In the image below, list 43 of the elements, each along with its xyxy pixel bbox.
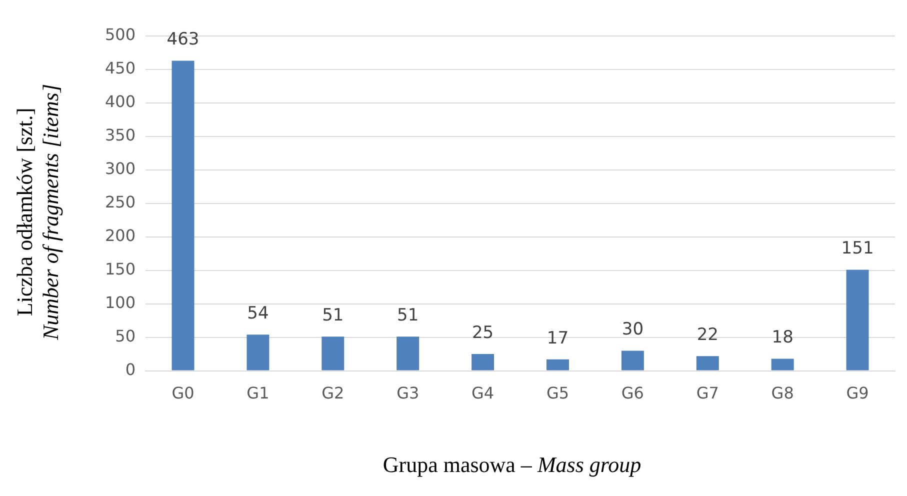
- y-axis-title: Liczba odłamków [szt.] Number of fragments [items]: [12, 84, 64, 340]
- y-tick-label: 100: [104, 292, 136, 312]
- y-tick-label: 250: [104, 192, 136, 212]
- x-tick-label: G4: [472, 384, 494, 403]
- bar: [172, 60, 194, 370]
- bar: [846, 270, 869, 370]
- x-tick-label: G5: [546, 384, 570, 403]
- data-label: 18: [772, 328, 794, 348]
- bar: [322, 336, 344, 370]
- y-tick-label: 200: [104, 226, 136, 246]
- x-tick-label: G0: [172, 384, 194, 403]
- x-tick-label: G1: [246, 384, 270, 403]
- x-tick-label: G8: [771, 384, 794, 403]
- bar: [771, 358, 794, 370]
- y-tick-label: 450: [104, 58, 136, 78]
- bar: [546, 359, 569, 370]
- bar: [472, 354, 494, 370]
- bar: [396, 336, 420, 370]
- x-tick-label: G7: [696, 384, 719, 403]
- bar: [696, 356, 719, 370]
- y-tick-label: 500: [104, 25, 136, 44]
- data-label: 22: [696, 324, 718, 345]
- bar: [246, 334, 270, 370]
- x-tick-label: G6: [621, 384, 644, 403]
- bar: [621, 350, 644, 370]
- x-tick-label: G9: [846, 384, 869, 403]
- y-tick-label: 400: [104, 92, 136, 112]
- data-label: 30: [622, 320, 644, 340]
- data-label: 463: [166, 30, 200, 50]
- data-label: 151: [841, 238, 874, 259]
- y-tick-label: 300: [104, 159, 136, 178]
- y-tick-label: 0: [125, 360, 136, 379]
- data-label: 25: [472, 322, 494, 343]
- y-tick-label: 50: [115, 326, 136, 346]
- y-tick-label: 350: [104, 126, 136, 145]
- x-tick-label: G3: [396, 384, 420, 403]
- y-tick-label: 150: [104, 260, 136, 279]
- data-label: 51: [322, 306, 344, 326]
- data-label: 17: [546, 328, 569, 348]
- data-label: 54: [247, 304, 269, 324]
- x-tick-label: G2: [322, 384, 344, 403]
- x-axis-title: Grupa masowa – Mass group: [382, 452, 642, 478]
- data-label: 51: [397, 306, 419, 326]
